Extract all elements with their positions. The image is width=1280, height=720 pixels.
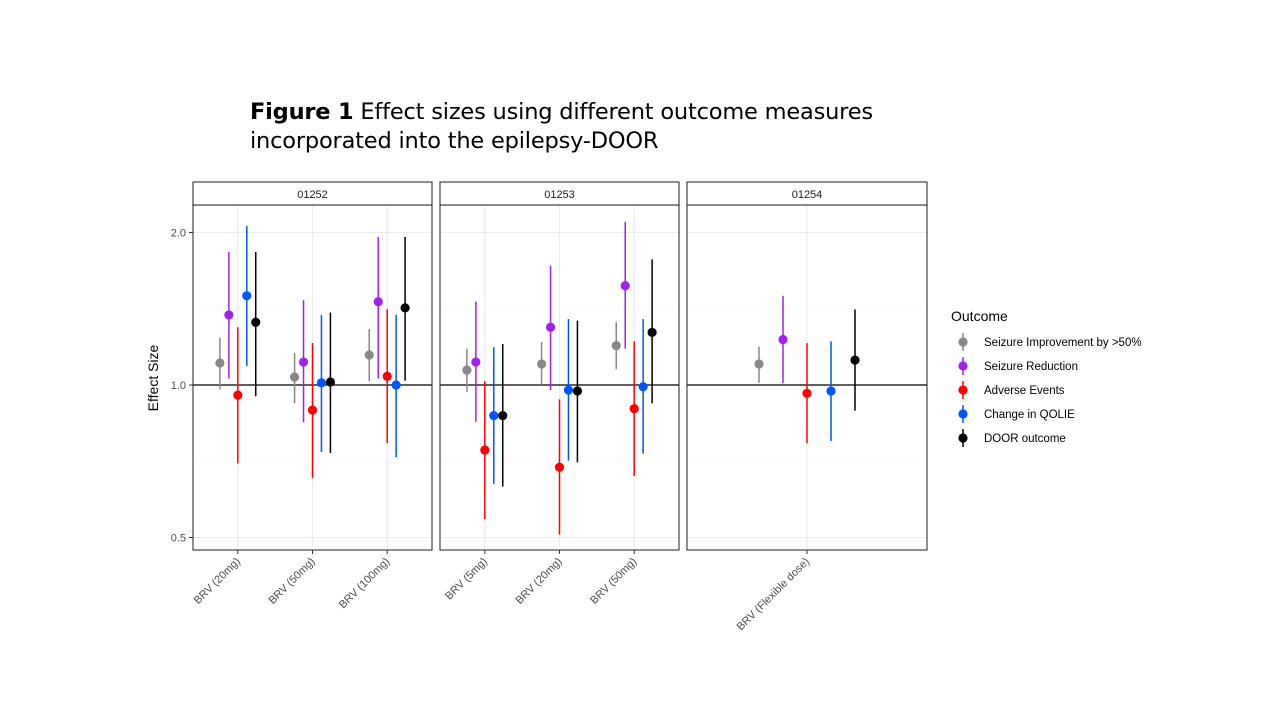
point (307, 405, 318, 415)
legend-key-point (958, 409, 968, 419)
facet-strip-label: 01254 (792, 189, 823, 201)
point (233, 390, 243, 400)
point (471, 357, 481, 367)
point (611, 341, 621, 351)
point (554, 462, 565, 472)
point (754, 359, 764, 369)
legend-item: Change in QOLIE (958, 405, 1075, 423)
legend-label: Seizure Improvement by >50% (984, 337, 1142, 349)
point (462, 365, 472, 375)
point (638, 382, 648, 392)
point (629, 404, 639, 414)
point (545, 322, 556, 332)
x-tick-label: BRV (20mg) (192, 556, 243, 607)
point (325, 377, 336, 387)
point (826, 386, 836, 396)
y-tick-label: 2.0 (171, 228, 186, 240)
legend-label: Adverse Events (984, 385, 1065, 397)
facet-panel-01252: BRV (20mg) BRV (50mg) BRV (100mg) 01252 (192, 181, 433, 611)
legend-item: Adverse Events (958, 381, 1065, 399)
facet-strip-label: 01252 (297, 189, 328, 201)
legend-item: DOOR outcome (958, 429, 1066, 447)
point (802, 388, 812, 398)
point (620, 281, 630, 291)
point (382, 371, 392, 381)
legend-item: Seizure Improvement by >50% (958, 333, 1142, 351)
facet-strip (439, 181, 680, 206)
legend: Outcome Seizure Improvement by >50% Seizur… (951, 308, 1142, 447)
x-tick-label: BRV (50mg) (266, 556, 317, 607)
point (647, 327, 657, 338)
legend-label: Change in QOLIE (984, 409, 1075, 421)
legend-key-point (958, 385, 968, 395)
y-tick-label: 0.5 (171, 533, 186, 545)
point (850, 355, 860, 365)
legend-label: DOOR outcome (984, 433, 1066, 445)
facet-strip-label: 01253 (544, 189, 575, 201)
x-tick-label: BRV (5mg) (443, 556, 490, 603)
point (242, 291, 252, 301)
figure-title-text-line2: incorporated into the epilepsy-DOOR (250, 128, 659, 154)
x-tick-label: BRV (20mg) (513, 556, 564, 607)
facet-panel-01253: BRV (5mg) BRV (20mg) BRV (50mg) 01253 (439, 181, 680, 607)
facet-strip (192, 181, 433, 206)
point (364, 350, 374, 360)
point (498, 411, 508, 421)
figure-title-text: Effect sizes using different outcome mea… (360, 99, 873, 125)
point (400, 303, 410, 313)
point (563, 385, 574, 395)
facet-strip (686, 181, 928, 206)
point (391, 380, 401, 390)
legend-key-point (958, 361, 968, 371)
point (536, 359, 547, 369)
point (289, 372, 300, 382)
legend-key-point (958, 433, 968, 443)
x-tick-label: BRV (100mg) (337, 556, 392, 611)
point (316, 378, 327, 388)
point (251, 317, 261, 327)
y-tick-label: 1.0 (171, 380, 186, 392)
point (224, 310, 234, 320)
point (489, 411, 499, 421)
point (778, 334, 788, 345)
y-axis-label: Effect Size (145, 344, 161, 411)
legend-label: Seizure Reduction (984, 361, 1078, 373)
point (572, 386, 583, 396)
legend-key-point (958, 337, 968, 347)
figure-label: Figure 1 (250, 99, 354, 125)
legend-title: Outcome (951, 308, 1008, 324)
facet-panel-01254: BRV (Flexible dose) 01254 (686, 181, 928, 634)
point (373, 297, 383, 307)
point (480, 445, 490, 455)
figure-title: Figure 1 Effect sizes using different ou… (250, 98, 873, 156)
point (215, 358, 225, 368)
point (298, 357, 309, 367)
legend-item: Seizure Reduction (958, 357, 1078, 375)
x-tick-label: BRV (Flexible dose) (735, 556, 813, 634)
x-tick-label: BRV (50mg) (588, 556, 639, 607)
